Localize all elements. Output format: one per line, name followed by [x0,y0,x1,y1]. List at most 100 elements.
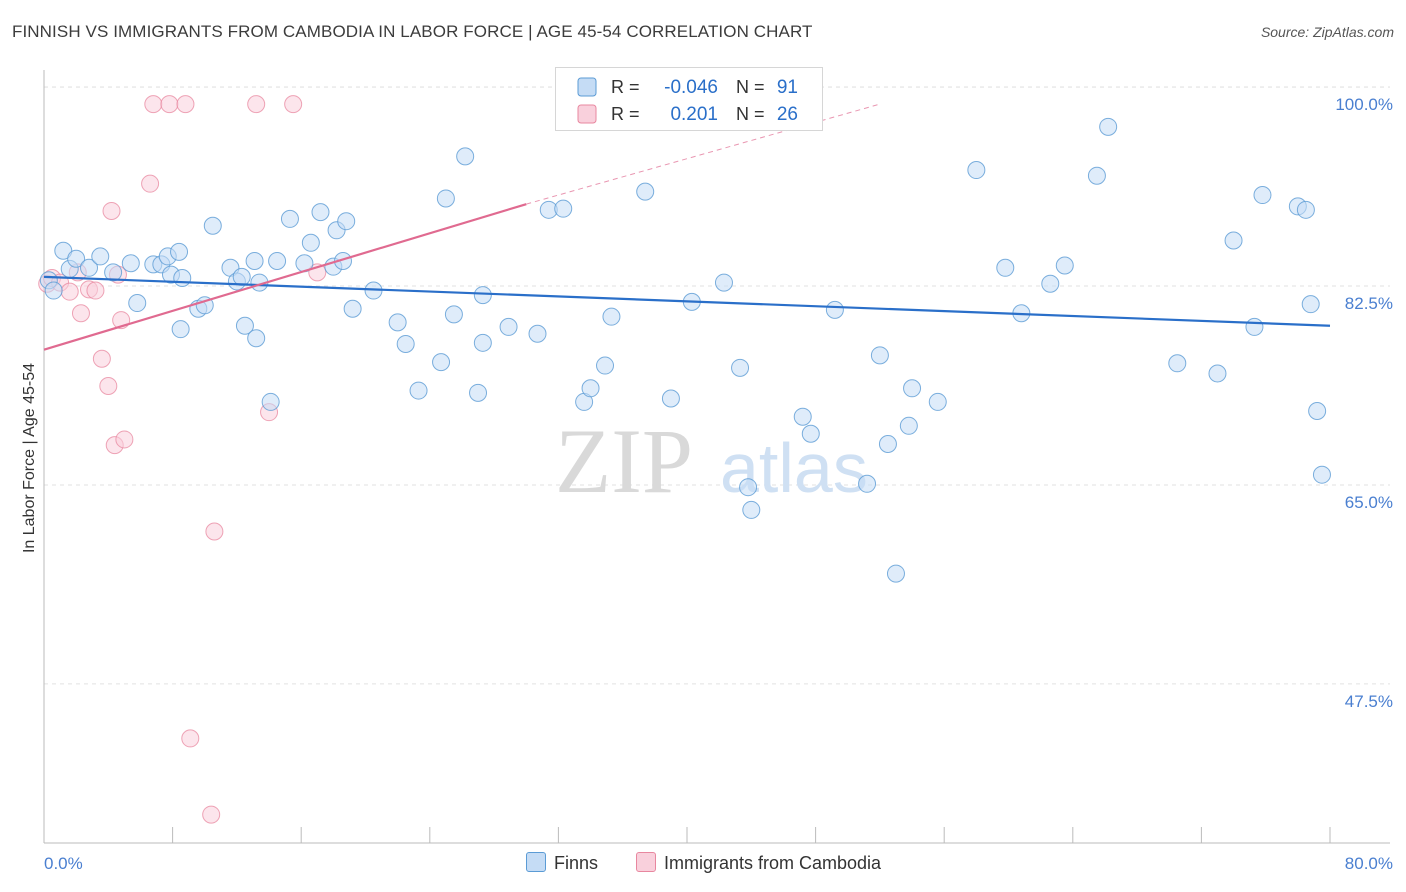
finns-point [793,407,812,426]
legend-item-cambodia: Immigrants from Cambodia [636,852,881,874]
finns-point [388,313,407,332]
finns-point [1208,364,1227,383]
finns-point [1041,274,1060,293]
finns-point [714,273,733,292]
finns-point [67,249,86,268]
cambodia-point [205,522,224,541]
finns-point [232,267,251,286]
finns-point [436,189,455,208]
y-tick-label: 65.0% [1345,493,1393,512]
finns-point [128,294,147,313]
finns-point [1245,317,1264,336]
finns-point [1087,166,1106,185]
finns-point [1312,465,1331,484]
finns-point [1099,117,1118,136]
cambodia-point [144,95,163,114]
x-tick-label: 0.0% [44,854,83,873]
cambodia-point [86,281,105,300]
cambodia-point [202,805,221,824]
cambodia-point [99,377,118,396]
finns-point [301,233,320,252]
finns-r-label: R = [611,77,640,97]
legend-finns-label: Finns [554,853,599,873]
finns-point [121,254,140,273]
legend-cambodia-swatch [636,852,656,872]
finns-point [337,212,356,231]
finns-point [1224,231,1243,250]
finns-point [44,281,63,300]
source-label: Source: ZipAtlas.com [1260,24,1394,40]
cambodia-r-value: 0.201 [670,104,718,125]
cambodia-point [284,95,303,114]
finns-point [473,333,492,352]
finns-n-value: 91 [777,77,798,98]
y-tick-label: 100.0% [1335,95,1393,114]
y-tick-label: 47.5% [1345,692,1393,711]
finns-swatch [577,77,597,97]
finns-r-value: -0.046 [664,77,718,98]
x-tick-label: 80.0% [1345,854,1393,873]
finns-point [171,320,190,339]
finns-point [1168,354,1187,373]
finns-point [247,329,266,348]
cambodia-point [247,95,266,114]
finns-point [1308,402,1327,421]
finns-point [473,286,492,305]
finns-point [739,478,758,497]
finns-point [554,199,573,218]
finns-point [261,392,280,411]
y-tick-label: 82.5% [1345,294,1393,313]
cambodia-r-label: R = [611,104,640,124]
cambodia-point [176,95,195,114]
cambodia-trend-line [43,203,527,351]
cambodia-swatch [577,104,597,124]
cambodia-point [141,174,160,193]
finns-point [469,383,488,402]
finns-point [858,474,877,493]
finns-point [432,353,451,372]
finns-trend-line [43,275,1331,327]
chart-title: FINNISH VS IMMIGRANTS FROM CAMBODIA IN L… [12,22,813,41]
finns-point [104,263,123,282]
finns-point [878,434,897,453]
finns-point [996,258,1015,277]
finns-point [1055,256,1074,275]
finns-point [825,300,844,319]
finns-point [268,251,287,270]
axes [43,70,1390,844]
finns-point [636,182,655,201]
finns-point [173,269,192,288]
finns-point [801,424,820,443]
finns-n-label: N = [736,77,765,97]
series-cambodia-points [38,95,327,824]
finns-point [1253,186,1272,205]
cambodia-point [181,729,200,748]
finns-point [343,299,362,318]
finns-point [1296,200,1315,219]
finns-point [903,379,922,398]
legend-item-finns: Finns [526,852,598,874]
grid-lines [44,86,1390,685]
stats-legend: R = -0.046 N = 91 R = 0.201 N = 26 [555,67,823,131]
trend-lines [43,103,1331,351]
finns-point [581,379,600,398]
finns-point [1301,295,1320,314]
cambodia-n-label: N = [736,104,765,124]
finns-point [456,147,475,166]
finns-point [195,296,214,315]
finns-point [742,500,761,519]
finns-point [596,356,615,375]
finns-point [731,358,750,377]
tick-labels: 47.5% 65.0% 82.5% 100.0% 0.0% 80.0% [44,95,1393,873]
cambodia-point [71,304,90,323]
cambodia-n-value: 26 [777,104,798,125]
y-axis-label: In Labor Force | Age 45-54 [21,363,38,553]
finns-point [311,203,330,222]
finns-point [661,389,680,408]
finns-point [409,381,428,400]
cambodia-point [92,349,111,368]
stats-legend-graphic: R = -0.046 N = 91 R = 0.201 N = 26 [577,77,798,125]
finns-point [444,305,463,324]
finns-point [170,242,189,261]
